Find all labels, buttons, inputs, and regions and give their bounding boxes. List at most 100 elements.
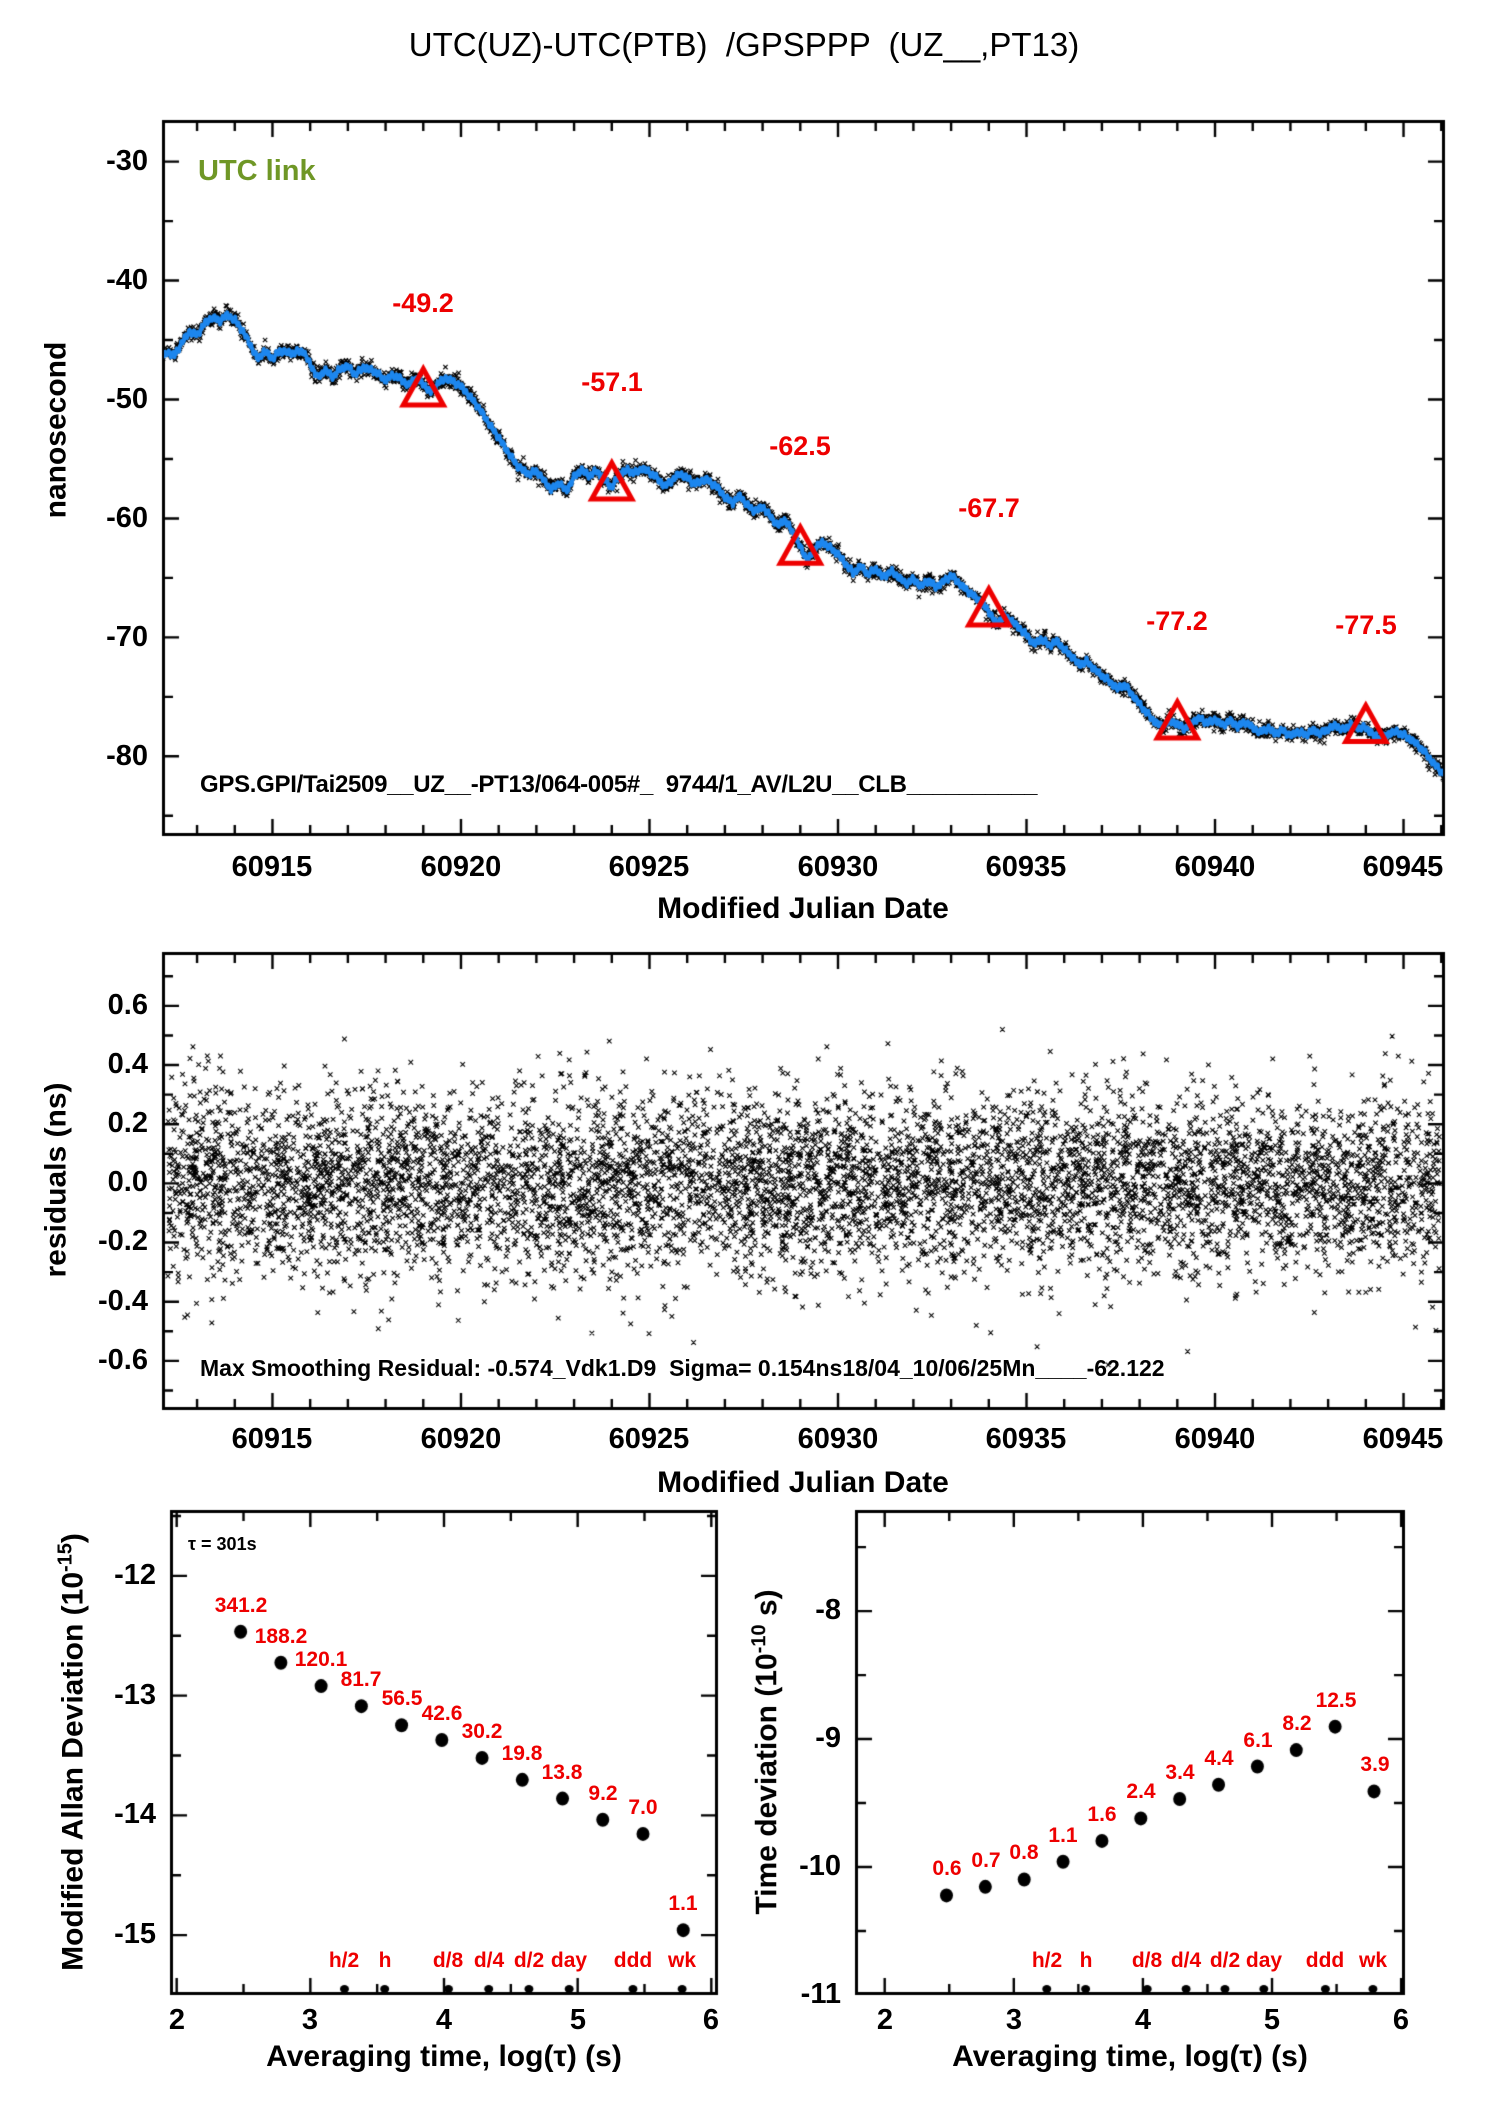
tau-marker-label: d/2 <box>513 1949 545 1972</box>
tdev-point-label: 12.5 <box>1315 1689 1357 1712</box>
tdev-x-axis-title: Averaging time, log(τ) (s) <box>952 2040 1308 2073</box>
y-tick-label: -70 <box>106 621 148 653</box>
mdev-point-label: 7.0 <box>628 1796 658 1819</box>
tdev-point-label: 3.9 <box>1360 1753 1390 1776</box>
tdev-point-label: 6.1 <box>1243 1729 1273 1752</box>
x-tick-label: 60915 <box>231 851 313 883</box>
tdev-point-label: 8.2 <box>1282 1712 1312 1735</box>
y-tick-label: -9 <box>815 1722 841 1754</box>
daily-value-annotation: -57.1 <box>581 367 643 397</box>
tdev-y-axis-title-pre: Time deviation (10 <box>750 1653 784 1915</box>
tau-marker-label: d/2 <box>1209 1949 1241 1972</box>
y-tick-label: -14 <box>114 1798 156 1830</box>
daily-value-annotation: -77.2 <box>1146 606 1208 636</box>
mdev-point-label: 56.5 <box>381 1687 423 1710</box>
x-tick-label: 60925 <box>608 1423 690 1455</box>
mdev-point-label: 188.2 <box>254 1625 308 1648</box>
mdev-point-label: 120.1 <box>294 1648 348 1671</box>
x-tick-label: 60935 <box>985 851 1067 883</box>
mdev-x-axis-title: Averaging time, log(τ) (s) <box>266 2040 622 2073</box>
utc-link-label: UTC link <box>198 155 316 187</box>
x-tick-label: 5 <box>1263 2004 1281 2036</box>
tau-note: τ = 301s <box>188 1534 257 1554</box>
x-tick-label: 60945 <box>1362 851 1444 883</box>
tau-marker-label: h <box>378 1949 392 1972</box>
tdev-point-label: 0.8 <box>1009 1841 1039 1864</box>
y-tick-label: -0.6 <box>98 1344 148 1376</box>
y-tick-label: -0.4 <box>98 1285 148 1317</box>
residuals-x-axis-title: Modified Julian Date <box>657 1466 949 1499</box>
tau-marker-label: d/4 <box>1170 1949 1202 1972</box>
tau-marker-label: d/8 <box>1131 1949 1163 1972</box>
tau-marker-label: day <box>1245 1949 1283 1972</box>
tdev-point-label: 1.1 <box>1048 1824 1078 1847</box>
tdev-point-label: 0.7 <box>971 1849 1001 1872</box>
tau-marker-label: ddd <box>1305 1949 1345 1972</box>
x-tick-label: 6 <box>702 2004 720 2036</box>
x-tick-label: 2 <box>168 2004 186 2036</box>
y-tick-label: -13 <box>114 1679 156 1711</box>
x-tick-label: 60920 <box>420 851 502 883</box>
top-x-axis-title: Modified Julian Date <box>657 892 949 925</box>
tau-marker-label: wk <box>1358 1949 1387 1972</box>
mdev-point-label: 1.1 <box>668 1892 698 1915</box>
x-tick-label: 4 <box>435 2004 453 2036</box>
tau-marker-label: h/2 <box>1031 1949 1063 1972</box>
y-tick-label: 0.0 <box>107 1166 148 1198</box>
y-tick-label: 0.4 <box>107 1048 148 1080</box>
y-tick-label: -15 <box>114 1918 156 1950</box>
daily-value-annotation: -77.5 <box>1335 610 1397 640</box>
mdev-point-label: 30.2 <box>461 1720 503 1743</box>
daily-value-annotation: -67.7 <box>958 493 1020 523</box>
y-tick-label: -12 <box>114 1559 156 1591</box>
y-tick-label: -8 <box>815 1594 841 1626</box>
y-tick-label: -11 <box>800 1978 841 2010</box>
mdev-y-axis-title-pre: Modified Allan Deviation (10 <box>56 1571 90 1971</box>
x-tick-label: 60930 <box>797 1423 879 1455</box>
x-tick-label: 60940 <box>1174 851 1256 883</box>
tau-marker-label: d/4 <box>473 1949 505 1972</box>
tau-marker-label: h <box>1079 1949 1093 1972</box>
y-tick-label: -30 <box>106 145 148 177</box>
x-tick-label: 3 <box>301 2004 319 2036</box>
y-tick-label: -0.2 <box>98 1225 148 1257</box>
y-tick-label: -80 <box>106 740 148 772</box>
tdev-point-label: 4.4 <box>1204 1747 1234 1770</box>
residuals-y-axis-title: residuals (ns) <box>39 1082 73 1278</box>
mdev-point-label: 13.8 <box>541 1761 583 1784</box>
residual-stats-line: Max Smoothing Residual: -0.574_Vdk1.D9 S… <box>200 1355 1165 1381</box>
tdev-y-axis-title-sup: -10 <box>748 1624 771 1654</box>
x-tick-label: 60945 <box>1362 1423 1444 1455</box>
mdev-point-label: 341.2 <box>214 1594 268 1617</box>
tau-marker-label: d/8 <box>432 1949 464 1972</box>
page-title: UTC(UZ)-UTC(PTB) /GPSPPP (UZ__,PT13) <box>408 26 1080 63</box>
tau-marker-label: ddd <box>613 1949 653 1972</box>
x-tick-label: 6 <box>1392 2004 1410 2036</box>
mdev-y-axis-title: Modified Allan Deviation (10-15) <box>54 1533 90 1971</box>
y-tick-label: 0.6 <box>107 989 148 1021</box>
x-tick-label: 4 <box>1134 2004 1152 2036</box>
x-tick-label: 60930 <box>797 851 879 883</box>
tau-marker-label: wk <box>667 1949 696 1972</box>
tdev-y-axis-title-post: s) <box>750 1589 784 1625</box>
mdev-point-label: 81.7 <box>340 1668 382 1691</box>
link-id-footer: GPS.GPI/Tai2509__UZ__-PT13/064-005#_ 974… <box>200 771 1038 798</box>
x-tick-label: 60920 <box>420 1423 502 1455</box>
daily-value-annotation: -62.5 <box>769 431 831 461</box>
mdev-y-axis-title-post: ) <box>56 1533 90 1544</box>
y-tick-label: 0.2 <box>107 1107 148 1139</box>
x-tick-label: 60935 <box>985 1423 1067 1455</box>
tau-marker-label: day <box>550 1949 588 1972</box>
x-tick-label: 2 <box>876 2004 894 2036</box>
mdev-y-axis-title-sup: -15 <box>54 1543 77 1572</box>
daily-value-annotation: -49.2 <box>392 288 454 318</box>
x-tick-label: 60940 <box>1174 1423 1256 1455</box>
x-tick-label: 3 <box>1005 2004 1023 2036</box>
mdev-point-label: 42.6 <box>421 1702 463 1725</box>
tdev-point-label: 2.4 <box>1126 1780 1156 1803</box>
x-tick-label: 5 <box>569 2004 587 2036</box>
tdev-point-label: 1.6 <box>1087 1803 1117 1826</box>
x-tick-label: 60915 <box>231 1423 313 1455</box>
